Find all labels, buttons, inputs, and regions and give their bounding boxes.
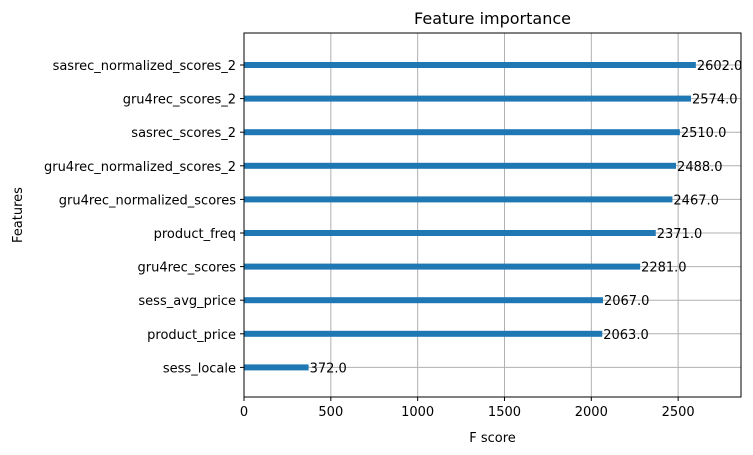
bar-product_price bbox=[244, 330, 603, 337]
x-tick-label: 0 bbox=[240, 405, 248, 420]
value-label: 2371.0 bbox=[657, 227, 703, 242]
value-label: 2488.0 bbox=[677, 160, 723, 175]
x-tick-label: 2500 bbox=[662, 405, 695, 420]
y-tick-label: sasrec_scores_2 bbox=[131, 126, 236, 141]
y-tick-label: product_price bbox=[147, 328, 236, 343]
bar-sasrec_scores_2 bbox=[244, 129, 680, 136]
bar-gru4rec_normalized_scores bbox=[244, 196, 673, 203]
y-tick-label: gru4rec_normalized_scores_2 bbox=[44, 160, 236, 175]
bar-sess_avg_price bbox=[244, 297, 603, 304]
y-tick-label: gru4rec_scores_2 bbox=[123, 93, 236, 108]
x-tick-label: 500 bbox=[318, 405, 343, 420]
value-label: 2574.0 bbox=[692, 93, 738, 108]
plot-frame bbox=[243, 32, 742, 398]
y-axis-label: Features bbox=[11, 187, 26, 243]
bar-gru4rec_scores_2 bbox=[244, 95, 691, 102]
value-label: 372.0 bbox=[310, 361, 347, 376]
bar-sess_locale bbox=[244, 364, 309, 371]
y-tick-label: product_freq bbox=[154, 227, 236, 242]
y-tick-label: sasrec_normalized_scores_2 bbox=[53, 59, 236, 74]
value-label: 2602.0 bbox=[697, 59, 743, 74]
value-label: 2067.0 bbox=[604, 294, 650, 309]
bars bbox=[244, 62, 696, 371]
x-axis-ticks: 0 500 1000 1500 2000 2500 bbox=[240, 397, 695, 420]
value-label: 2510.0 bbox=[681, 126, 727, 141]
value-label: 2467.0 bbox=[673, 193, 719, 208]
y-tick-label: gru4rec_normalized_scores bbox=[59, 193, 236, 208]
bar-gru4rec_normalized_scores_2 bbox=[244, 162, 677, 169]
bar-sasrec_normalized_scores_2 bbox=[244, 62, 696, 68]
y-axis-ticks: sasrec_normalized_scores_2 gru4rec_scores… bbox=[44, 59, 244, 376]
x-tick-label: 1000 bbox=[401, 405, 434, 420]
y-tick-label: sess_avg_price bbox=[138, 294, 236, 309]
y-tick-label: gru4rec_scores bbox=[137, 261, 236, 276]
bar-gru4rec_scores bbox=[244, 263, 641, 270]
bar-product_freq bbox=[244, 230, 656, 236]
x-tick-label: 2000 bbox=[575, 405, 608, 420]
value-labels: 2602.0 2574.0 2510.0 2488.0 2467.0 2371.0 2281… bbox=[310, 59, 743, 376]
value-label: 2281.0 bbox=[641, 261, 687, 276]
y-tick-label: sess_locale bbox=[163, 361, 236, 376]
value-label: 2063.0 bbox=[603, 328, 649, 343]
chart-title: Feature importance bbox=[414, 9, 571, 28]
x-axis-label: F score bbox=[469, 431, 516, 446]
x-tick-label: 1500 bbox=[488, 405, 521, 420]
